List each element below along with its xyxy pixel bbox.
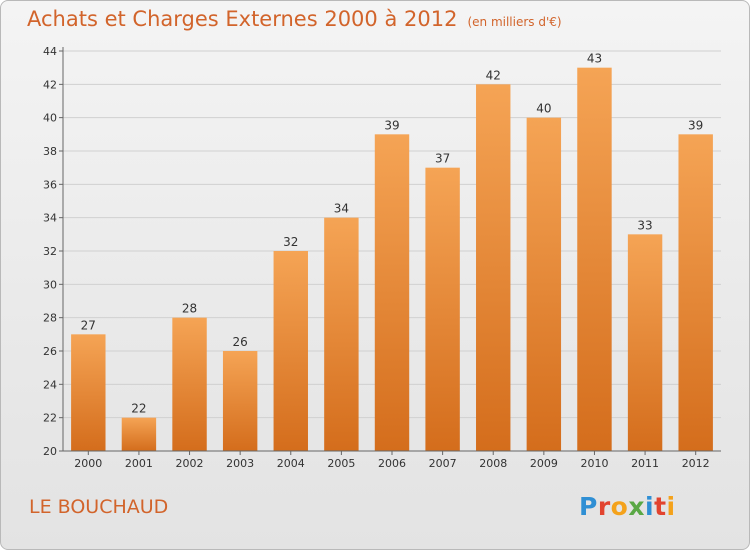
y-tick-label: 42	[43, 78, 57, 91]
y-tick-label: 38	[43, 145, 57, 158]
bar	[172, 317, 207, 451]
data-label: 39	[384, 118, 399, 132]
logo-letter: i	[666, 492, 676, 521]
chart-title: Achats et Charges Externes 2000 à 2012 (e…	[27, 7, 562, 31]
bar	[374, 134, 410, 452]
bar	[678, 134, 713, 452]
y-tick-label: 44	[43, 45, 57, 58]
y-tick-label: 36	[43, 178, 57, 191]
chart-unit: (en milliers d'€)	[467, 15, 562, 29]
x-tick-label: 2007	[429, 457, 457, 470]
bar	[425, 167, 460, 451]
bar	[273, 251, 308, 451]
bar	[222, 351, 258, 451]
y-tick-label: 20	[43, 445, 57, 458]
x-tick-label: 2000	[74, 457, 102, 470]
bar	[577, 67, 612, 452]
x-tick-label: 2004	[277, 457, 305, 470]
proxiti-logo: Proxiti	[579, 492, 676, 521]
place-name: LE BOUCHAUD	[29, 496, 169, 518]
logo-letter: t	[654, 492, 667, 521]
data-label: 39	[688, 118, 703, 132]
data-label: 33	[637, 218, 652, 232]
x-tick-label: 2002	[176, 457, 204, 470]
x-tick-label: 2006	[378, 457, 406, 470]
data-label: 22	[131, 402, 146, 416]
axes: 20 22 24 26 28 30 32 34 36 38 40 42 44 2000 2001 2002 20…	[43, 45, 721, 470]
x-tick-label: 2001	[125, 457, 153, 470]
data-labels: 27 22 28 26 32 34 39 37 42 40 43 33 39	[81, 52, 704, 416]
logo-letter: o	[610, 492, 629, 521]
x-tick-label: 2005	[327, 457, 355, 470]
data-label: 40	[536, 102, 551, 116]
y-tick-label: 40	[43, 112, 57, 125]
x-tick-label: 2010	[580, 457, 608, 470]
bar	[627, 234, 663, 451]
y-tick-label: 28	[43, 312, 57, 325]
x-tick-label: 2012	[682, 457, 710, 470]
data-label: 27	[81, 318, 96, 332]
x-tick-label: 2003	[226, 457, 254, 470]
data-label: 26	[233, 335, 248, 349]
bars	[71, 67, 713, 452]
bar	[476, 84, 511, 451]
x-tick-label: 2011	[631, 457, 659, 470]
y-tick-label: 26	[43, 345, 57, 358]
y-tick-label: 24	[43, 378, 57, 391]
data-label: 32	[283, 235, 298, 249]
y-tick-label: 30	[43, 278, 57, 291]
bar	[526, 117, 562, 452]
data-label: 28	[182, 302, 197, 316]
y-tick-label: 22	[43, 412, 57, 425]
data-label: 34	[334, 202, 349, 216]
data-label: 37	[435, 152, 450, 166]
x-tick-label: 2008	[479, 457, 507, 470]
logo-letter: i	[645, 492, 655, 521]
logo-letter: P	[579, 492, 598, 521]
bar	[71, 334, 106, 451]
logo-letter: r	[597, 492, 611, 521]
bar	[324, 217, 359, 451]
data-label: 42	[486, 68, 501, 82]
data-label: 43	[587, 52, 602, 66]
y-tick-label: 32	[43, 245, 57, 258]
x-tick-label: 2009	[530, 457, 558, 470]
chart-title-text: Achats et Charges Externes 2000 à 2012	[27, 7, 458, 31]
y-tick-label: 34	[43, 212, 57, 225]
logo-letter: x	[628, 492, 645, 521]
bar	[121, 417, 157, 451]
